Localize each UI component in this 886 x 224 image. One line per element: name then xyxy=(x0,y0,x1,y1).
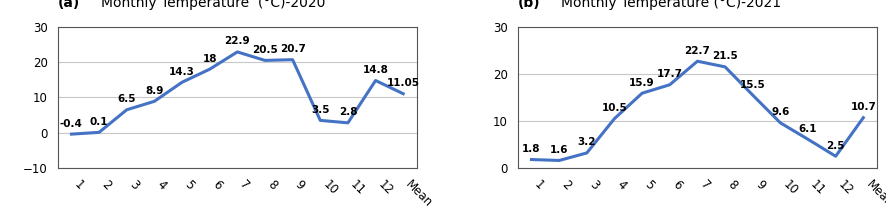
Text: 2.5: 2.5 xyxy=(827,141,845,151)
Text: 1.8: 1.8 xyxy=(522,144,540,154)
Text: 20.7: 20.7 xyxy=(280,44,306,54)
Text: 15.9: 15.9 xyxy=(629,78,655,88)
Text: 8.9: 8.9 xyxy=(145,86,164,96)
Text: -0.4: -0.4 xyxy=(60,118,83,129)
Text: 22.7: 22.7 xyxy=(685,46,711,56)
Text: 17.7: 17.7 xyxy=(657,69,683,79)
Text: 14.8: 14.8 xyxy=(362,65,388,75)
Text: 20.5: 20.5 xyxy=(253,45,278,55)
Text: 11.05: 11.05 xyxy=(386,78,420,88)
Text: Monthly Temperature (°C)-2021: Monthly Temperature (°C)-2021 xyxy=(561,0,781,10)
Text: 2.8: 2.8 xyxy=(338,107,357,117)
Text: 15.5: 15.5 xyxy=(740,80,766,90)
Text: 21.5: 21.5 xyxy=(712,51,738,61)
Text: Monthly Temperature  (°C)-2020: Monthly Temperature (°C)-2020 xyxy=(101,0,325,10)
Text: 10.5: 10.5 xyxy=(602,103,627,113)
Text: 6.1: 6.1 xyxy=(799,124,817,134)
Text: 6.5: 6.5 xyxy=(118,94,136,104)
Text: 3.2: 3.2 xyxy=(578,137,596,147)
Text: 0.1: 0.1 xyxy=(89,117,108,127)
Text: 18: 18 xyxy=(202,54,217,64)
Text: 3.5: 3.5 xyxy=(311,105,330,115)
Text: (a): (a) xyxy=(58,0,80,10)
Text: 1.6: 1.6 xyxy=(550,145,569,155)
Text: 14.3: 14.3 xyxy=(169,67,195,77)
Text: 22.9: 22.9 xyxy=(224,36,250,46)
Text: 10.7: 10.7 xyxy=(851,102,876,112)
Text: (b): (b) xyxy=(517,0,540,10)
Text: 9.6: 9.6 xyxy=(771,107,789,117)
